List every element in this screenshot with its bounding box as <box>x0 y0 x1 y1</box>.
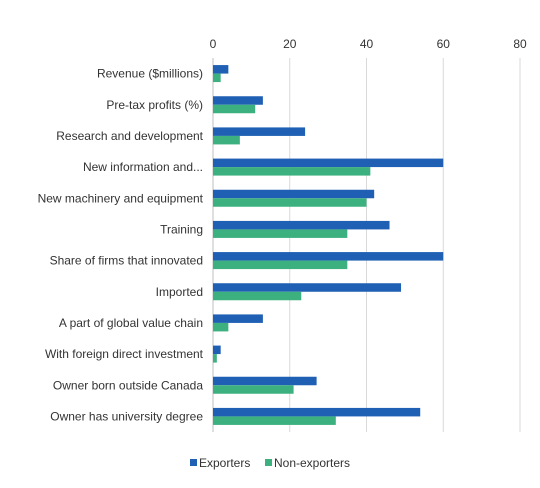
bars <box>213 65 444 425</box>
category-label: Owner born outside Canada <box>53 378 203 392</box>
legend-label: Non-exporters <box>274 456 350 470</box>
x-tick-label: 80 <box>513 37 527 51</box>
x-tick-label: 60 <box>437 37 451 51</box>
category-label: Share of firms that innovated <box>50 254 203 268</box>
bar-exporters-10 <box>213 376 317 386</box>
category-label: With foreign direct investment <box>45 347 204 361</box>
bar-exporters-3 <box>213 158 444 168</box>
gridlines <box>212 58 521 432</box>
category-label: Revenue ($millions) <box>97 67 203 81</box>
bar-non-exporters-2 <box>213 135 240 145</box>
bar-exporters-1 <box>213 96 263 105</box>
legend-swatch-exporters <box>190 459 197 466</box>
bar-non-exporters-1 <box>213 104 256 114</box>
bar-non-exporters-4 <box>213 198 367 207</box>
bar-exporters-9 <box>213 345 221 355</box>
x-tick-labels: 0 20 40 60 80 <box>210 37 527 51</box>
bar-non-exporters-10 <box>213 385 294 394</box>
legend: Exporters Non-exporters <box>190 456 350 470</box>
bar-exporters-2 <box>213 127 306 136</box>
bar-non-exporters-11 <box>213 416 336 425</box>
category-label: New information and... <box>83 160 203 174</box>
bar-non-exporters-8 <box>213 322 229 332</box>
bar-non-exporters-6 <box>213 260 348 270</box>
bar-non-exporters-9 <box>213 354 217 363</box>
category-label: Imported <box>156 285 203 299</box>
category-label: Pre-tax profits (%) <box>106 98 203 112</box>
bar-non-exporters-3 <box>213 167 371 176</box>
bar-exporters-5 <box>213 220 390 230</box>
bar-exporters-7 <box>213 283 402 292</box>
bar-non-exporters-0 <box>213 73 221 83</box>
bar-non-exporters-7 <box>213 291 302 301</box>
category-label: Owner has university degree <box>50 409 203 423</box>
legend-swatch-non-exporters <box>265 459 272 466</box>
legend-label: Exporters <box>199 456 250 470</box>
x-tick-label: 20 <box>283 37 297 51</box>
x-tick-label: 0 <box>210 37 217 51</box>
bar-exporters-11 <box>213 407 421 417</box>
x-tick-label: 40 <box>360 37 374 51</box>
bar-exporters-8 <box>213 314 263 323</box>
category-label: A part of global value chain <box>59 316 203 330</box>
bar-exporters-4 <box>213 189 375 199</box>
bar-exporters-0 <box>213 65 229 74</box>
bar-non-exporters-5 <box>213 229 348 238</box>
bar-exporters-6 <box>213 252 444 261</box>
category-label: Research and development <box>56 129 203 143</box>
category-label: New machinery and equipment <box>38 191 204 205</box>
category-labels: Revenue ($millions) Pre-tax profits (%) Re… <box>38 67 204 424</box>
category-label: Training <box>160 222 203 236</box>
